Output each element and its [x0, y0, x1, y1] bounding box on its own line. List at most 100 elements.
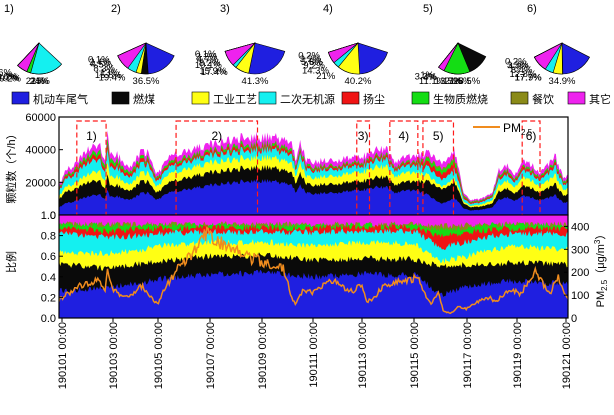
pie-slice-8	[534, 42, 563, 70]
y-tick-label: 20000	[25, 177, 56, 189]
pie-label: 2)	[111, 3, 121, 15]
y-axis-label: 比例	[4, 251, 18, 273]
stacked-count-layers	[59, 130, 568, 215]
pie-value-label: 6.7%	[0, 72, 19, 83]
x-tick-label: 190117 00:00	[462, 322, 474, 388]
pie-charts-row: 1)24%21%9.2%25%6.7%7.7%0.36%5.6% 2)36.5%1…	[0, 3, 590, 87]
pie-value-label: 0.1%	[88, 55, 110, 66]
y2-label-part: ）	[594, 229, 607, 240]
x-tick-label: 190101 00:00	[57, 322, 69, 389]
pie-slice-8	[117, 42, 147, 69]
y-tick-label: 60000	[25, 112, 56, 124]
episode-label: 1)	[86, 129, 97, 143]
legend-swatch	[341, 91, 360, 105]
pie-label: 1)	[4, 3, 14, 15]
legend-swatch	[510, 91, 529, 105]
x-tick-label: 190119 00:00	[512, 322, 524, 388]
x-tick-label: 190115 00:00	[409, 322, 421, 388]
y2-axis-label: PM2.5（μg/m3）	[593, 229, 609, 308]
pm25-legend-text: PM2.5	[503, 121, 533, 137]
legend-label: 工业工艺	[213, 93, 257, 106]
pie-value-label: 8.4%	[511, 65, 533, 76]
y2-tick-label: 400	[571, 221, 589, 233]
fraction-pm25-panel: 0.0 0.2 0.4 0.6 0.8 1.0 比例 0 100 200 300 400 PM2.5（μ…	[4, 210, 609, 325]
pie-value-label: 34.9%	[549, 76, 576, 87]
x-tick-label: 190105 00:00	[153, 322, 165, 389]
legend-label: 二次无机源	[280, 92, 335, 106]
pie-value-label: 9.2%	[303, 61, 325, 72]
episode-label: 3)	[358, 129, 369, 143]
y-tick-label: 40000	[25, 145, 56, 157]
pie-slice-8	[224, 42, 257, 66]
pie-value-label: 8.3%	[93, 63, 115, 74]
legend-item-3: 工业工艺	[191, 91, 257, 106]
x-tick-label: 190111 00:00	[308, 322, 320, 388]
pie-value-label: 0.36%	[0, 67, 12, 78]
legend-item-5: 扬尘	[341, 91, 385, 106]
legend-item-6: 生物质燃烧	[411, 91, 488, 106]
legend-label: 餐饮	[532, 92, 554, 106]
pie-value-label: 0.2%	[505, 57, 527, 68]
pm25-subscript: 2.5	[521, 128, 533, 137]
pie-value-label: 3.3%	[415, 72, 437, 83]
legend-swatch	[11, 91, 30, 105]
pie-value-label: 12.8%	[509, 69, 536, 80]
pie-value-label: 40.2%	[345, 76, 372, 87]
y2-label-part: PM	[595, 291, 607, 308]
legend-label: 生物质燃烧	[433, 92, 488, 106]
pie-label: 5)	[423, 3, 433, 15]
pie-value-label: 41.3%	[242, 76, 269, 87]
pie-value-label: 13%	[100, 68, 120, 79]
pie-chart-2: 2) 36.5% 19.4%15.8%13%4.5%2.4%0.1%8.3%	[88, 3, 175, 87]
legend-swatch	[567, 91, 586, 105]
pie-value-label: 21.5%	[445, 76, 472, 87]
y-tick-label: 0.8	[41, 231, 56, 243]
pie-value-label: 1%	[420, 70, 434, 81]
legend-item-4: 二次无机源	[258, 91, 335, 106]
legend-swatch	[191, 91, 210, 105]
pie-chart-3: 3) 41.3% 15.9%17.4%10.1%4.7%2.2%0.1%8.2%	[195, 3, 286, 87]
y2-tick-label: 300	[571, 244, 589, 256]
pie-value-label: 11.1%	[419, 76, 446, 87]
y2-label-part: 2.5	[600, 279, 609, 291]
y2-label-part: （μg/m	[594, 244, 607, 280]
pie-slice-8	[438, 42, 459, 72]
legend-label: 其它	[589, 92, 611, 106]
legend-label: 燃煤	[133, 92, 155, 106]
x-tick-label: 190109 00:00	[257, 322, 269, 389]
pie-value-label: 7.7%	[0, 73, 20, 84]
pie-value-label: 4.7%	[197, 54, 219, 65]
pie-value-label: 8.2%	[199, 58, 221, 69]
y-axis-label: 颗粒数（个/h）	[4, 128, 18, 203]
pie-slice-8	[328, 42, 359, 64]
pie-value-label: 15.9%	[199, 66, 226, 77]
pm25-legend: PM2.5	[473, 121, 533, 137]
episode-label: 2)	[211, 129, 222, 143]
pie-chart-4: 4) 40.2% 14.3%21%9.2%5.8%3.2%0.2%6%	[298, 3, 388, 87]
fraction-area-机动车尾气	[59, 269, 568, 318]
episode-label: 6)	[526, 129, 537, 143]
pie-value-label: 28.5%	[453, 76, 480, 87]
legend-swatch	[258, 91, 277, 105]
y2-tick-label: 100	[571, 290, 589, 302]
pie-value-label: 4.5%	[91, 59, 113, 70]
pie-slice-8	[17, 42, 40, 72]
count-area-机动车尾气	[59, 178, 568, 215]
pie-chart-5: 5) 21.5%28.5% 4%13.5%11.1%17% 1%3.3%	[415, 3, 487, 87]
pie-value-label: 3.2%	[300, 54, 322, 65]
legend-swatch	[411, 91, 430, 105]
pie-value-label: 17.4%	[201, 67, 228, 78]
y-tick-label: 0	[50, 210, 56, 222]
fraction-layers	[59, 215, 568, 318]
pie-value-label: 21%	[316, 71, 336, 82]
particle-count-panel: 0 20000 40000 60000 颗粒数（个/h） 1) 2) 3) 4) 5) 6)PM2.…	[4, 112, 569, 289]
pie-value-label: 2.2%	[196, 51, 218, 62]
pie-value-label: 4.9%	[508, 62, 530, 73]
episode-label: 4)	[399, 129, 410, 143]
pie-value-label: 0.1%	[195, 49, 217, 60]
pie-value-label: 9.2%	[0, 74, 22, 85]
legend-item-8: 其它	[567, 91, 611, 106]
pie-chart-1: 1) 24%21% 9.2% 25% 6.7%7.7%0.36%5.6%	[0, 3, 63, 87]
y-tick-label: 0.0	[41, 313, 56, 325]
legend-item-1: 机动车尾气	[11, 91, 88, 106]
